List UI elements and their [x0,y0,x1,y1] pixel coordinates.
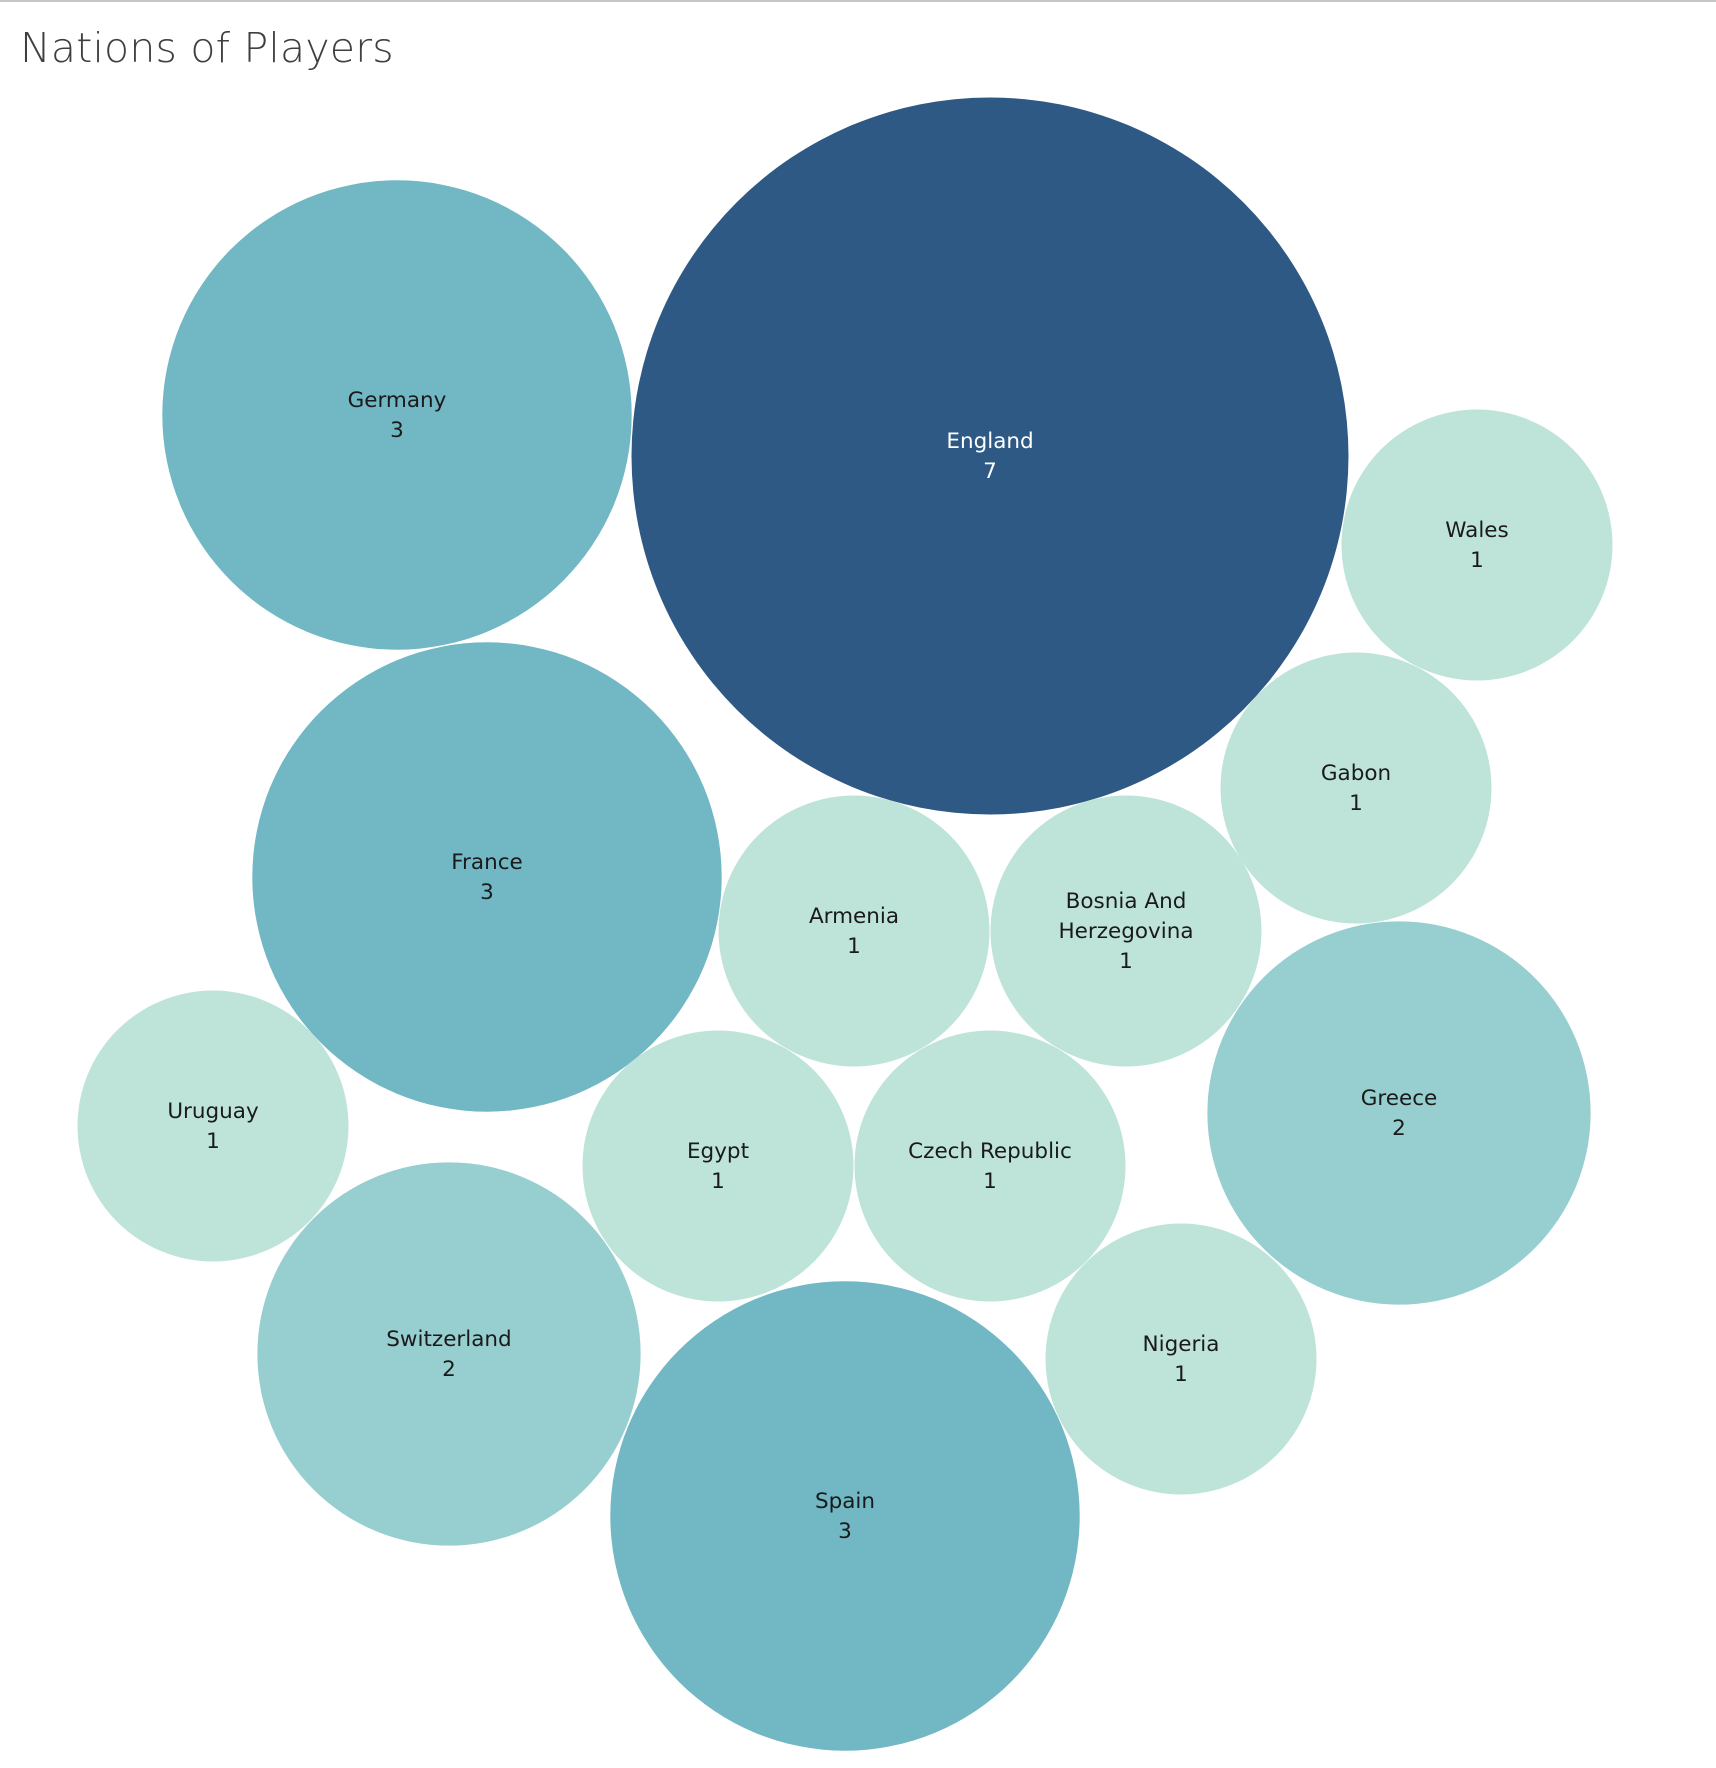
bubble-value-label: 1 [1119,949,1133,974]
bubble-value-label: 1 [983,1169,997,1194]
bubble-circle[interactable] [1220,652,1492,924]
bubble-value-label: 1 [1470,548,1484,573]
bubble-name-label: Egypt [687,1139,749,1164]
bubble-value-label: 1 [1349,791,1363,816]
bubble-armenia[interactable]: Armenia 1 [718,795,990,1067]
bubble-value-label: 1 [847,934,861,959]
bubble-circle[interactable] [1341,409,1613,681]
bubble-greece[interactable]: Greece 2 [1207,921,1591,1305]
bubble-england[interactable]: England 7 [631,97,1349,815]
bubble-circle[interactable] [582,1030,854,1302]
bubble-value-label: 2 [442,1357,456,1382]
bubble-name-label: Uruguay [167,1099,259,1124]
bubble-name-label: Bosnia And [1066,889,1187,914]
bubble-value-label: 7 [983,459,997,484]
bubble-uruguay[interactable]: Uruguay 1 [77,990,349,1262]
bubble-circle[interactable] [257,1162,641,1546]
bubble-value-label: 1 [711,1169,725,1194]
bubble-bosnia-and-herzegovina[interactable]: Bosnia And Herzegovina 1 [990,795,1262,1067]
bubble-switzerland[interactable]: Switzerland 2 [257,1162,641,1546]
bubble-name-label: Gabon [1321,761,1391,786]
bubble-name-label: Czech Republic [908,1139,1072,1164]
bubble-name-label: Wales [1445,518,1508,543]
bubble-circle[interactable] [1045,1223,1317,1495]
bubble-name-label: England [946,429,1033,454]
bubble-name-label: Germany [348,388,447,413]
bubble-value-label: 3 [480,880,494,905]
bubble-value-label: 3 [838,1519,852,1544]
bubble-circle[interactable] [854,1030,1126,1302]
bubble-nigeria[interactable]: Nigeria 1 [1045,1223,1317,1495]
bubble-circle[interactable] [77,990,349,1262]
bubble-czech-republic[interactable]: Czech Republic 1 [854,1030,1126,1302]
bubble-value-label: 1 [206,1129,220,1154]
top-divider [0,0,1716,2]
bubble-name-label: Herzegovina [1058,919,1193,944]
bubble-circle[interactable] [990,795,1262,1067]
bubble-germany[interactable]: Germany 3 [162,180,632,650]
bubble-circle[interactable] [718,795,990,1067]
bubble-circle[interactable] [1207,921,1591,1305]
bubble-circle[interactable] [631,97,1349,815]
bubble-name-label: Spain [815,1489,875,1514]
bubble-france[interactable]: France 3 [252,642,722,1112]
bubble-name-label: Switzerland [386,1327,511,1352]
bubble-gabon[interactable]: Gabon 1 [1220,652,1492,924]
bubble-name-label: Greece [1361,1086,1438,1111]
bubble-circle[interactable] [252,642,722,1112]
bubble-value-label: 2 [1392,1116,1406,1141]
bubble-egypt[interactable]: Egypt 1 [582,1030,854,1302]
bubble-spain[interactable]: Spain 3 [610,1281,1080,1751]
bubble-name-label: Nigeria [1143,1332,1220,1357]
bubble-value-label: 3 [390,418,404,443]
bubble-value-label: 1 [1174,1362,1188,1387]
bubble-circle[interactable] [162,180,632,650]
bubble-circle[interactable] [610,1281,1080,1751]
bubble-wales[interactable]: Wales 1 [1341,409,1613,681]
bubble-name-label: Armenia [809,904,899,929]
chart-title: Nations of Players [20,24,394,72]
bubble-name-label: France [451,850,523,875]
